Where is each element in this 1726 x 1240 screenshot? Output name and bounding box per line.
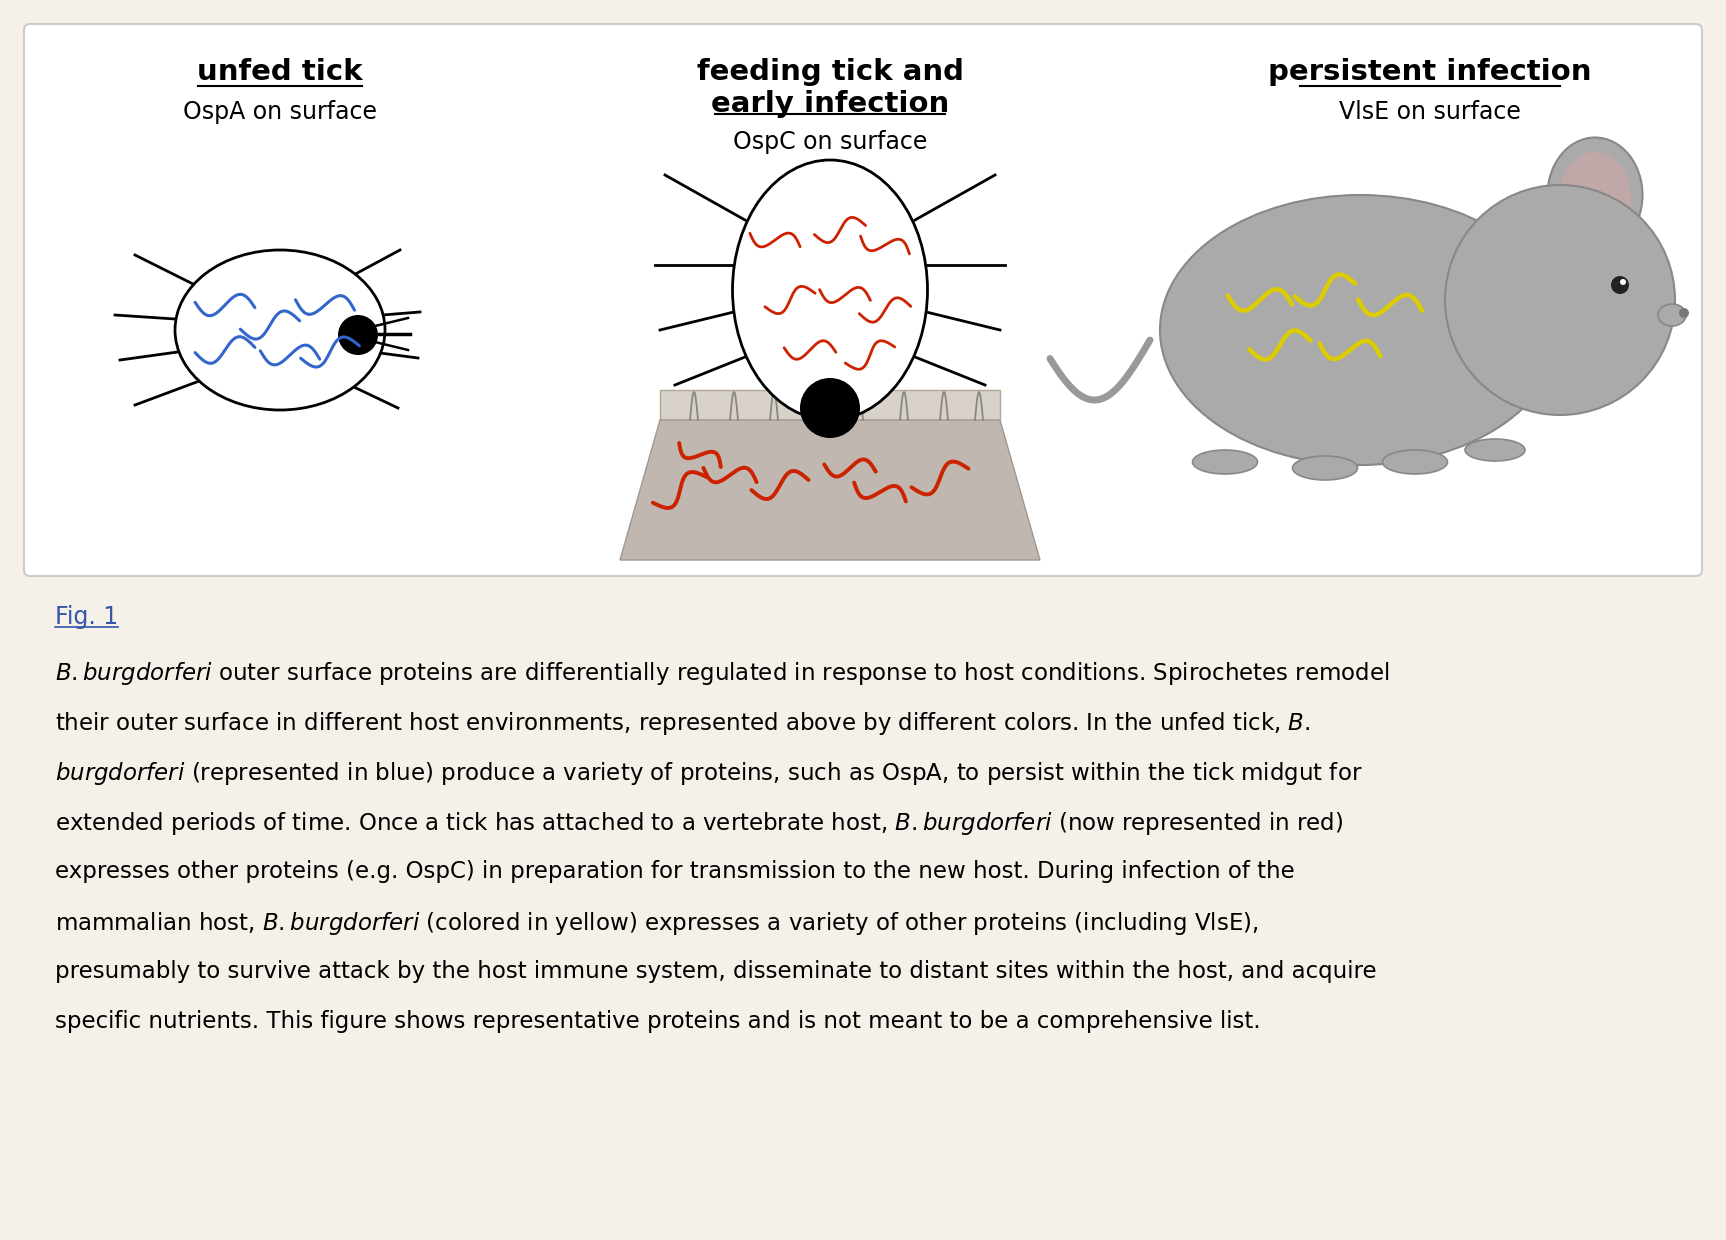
Text: specific nutrients. This figure shows representative proteins and is not meant t: specific nutrients. This figure shows re… [55,1011,1260,1033]
Ellipse shape [1193,450,1258,474]
FancyBboxPatch shape [24,24,1702,577]
Circle shape [1679,308,1690,317]
Text: unfed tick: unfed tick [197,58,362,86]
Text: their outer surface in different host environments, represented above by differe: their outer surface in different host en… [55,711,1310,737]
Ellipse shape [732,160,927,420]
Text: presumably to survive attack by the host immune system, disseminate to distant s: presumably to survive attack by the host… [55,960,1377,983]
Ellipse shape [1383,450,1448,474]
Text: extended periods of time. Once a tick has attached to a vertebrate host, $\it{B.: extended periods of time. Once a tick ha… [55,810,1343,837]
Circle shape [1610,277,1629,294]
Polygon shape [659,391,999,420]
Circle shape [1445,185,1674,415]
Circle shape [799,378,860,438]
Text: OspC on surface: OspC on surface [734,130,927,154]
Polygon shape [620,420,1041,560]
Ellipse shape [1160,195,1560,465]
Text: $\it{burgdorferi}$ (represented in blue) produce a variety of proteins, such as : $\it{burgdorferi}$ (represented in blue)… [55,760,1362,787]
Text: OspA on surface: OspA on surface [183,100,376,124]
Ellipse shape [1559,153,1631,242]
Ellipse shape [174,250,385,410]
Ellipse shape [1548,138,1643,253]
Circle shape [338,315,378,355]
Circle shape [1621,279,1626,285]
Text: VlsE on surface: VlsE on surface [1339,100,1521,124]
Ellipse shape [1659,304,1686,326]
Text: expresses other proteins (e.g. OspC) in preparation for transmission to the new : expresses other proteins (e.g. OspC) in … [55,861,1294,883]
Text: feeding tick and
early infection: feeding tick and early infection [697,58,963,118]
Text: Fig. 1: Fig. 1 [55,605,117,629]
Text: $\it{B. burgdorferi}$ outer surface proteins are differentially regulated in res: $\it{B. burgdorferi}$ outer surface prot… [55,660,1389,687]
Ellipse shape [1293,456,1358,480]
Ellipse shape [1465,439,1526,461]
Text: mammalian host, $\it{B. burgdorferi}$ (colored in yellow) expresses a variety of: mammalian host, $\it{B. burgdorferi}$ (c… [55,910,1258,937]
Text: persistent infection: persistent infection [1269,58,1591,86]
